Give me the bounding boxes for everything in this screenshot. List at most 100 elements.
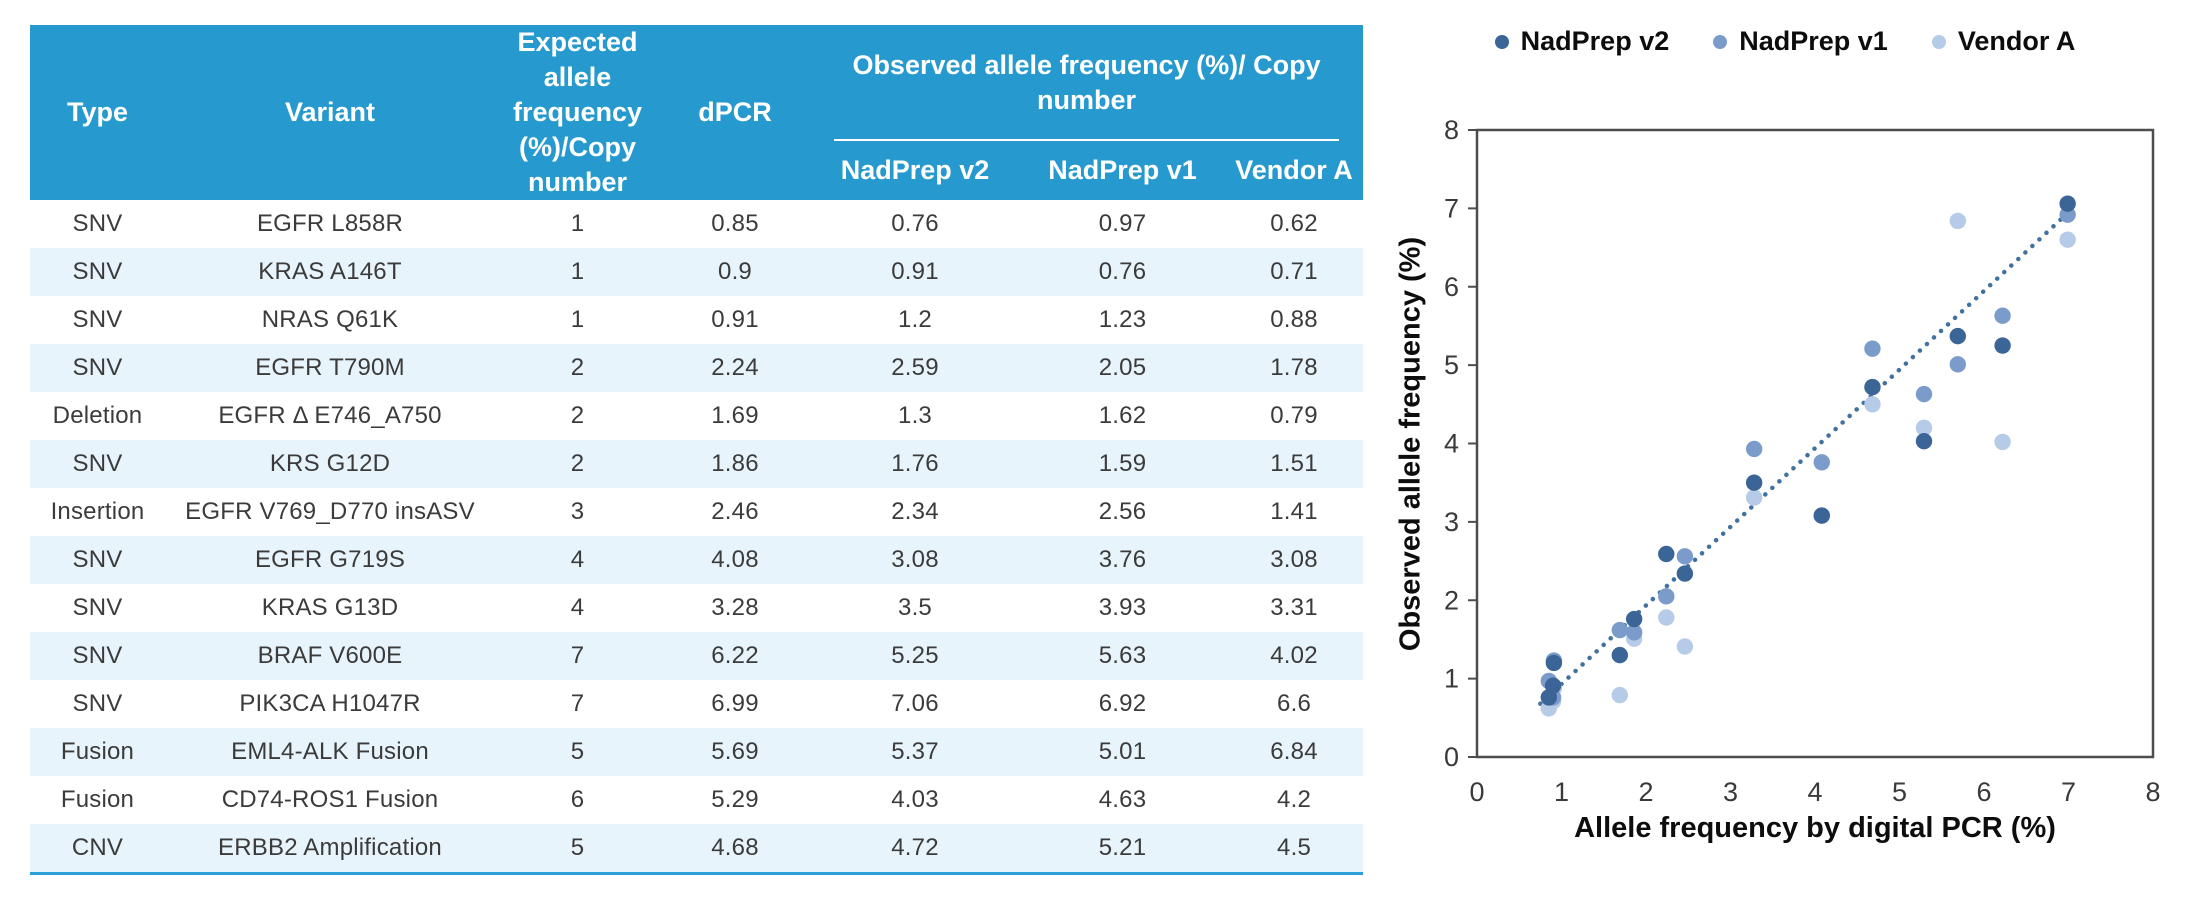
col-header-dpcr: dPCR (660, 25, 810, 201)
cell-nadprep-v2: 3.5 (898, 594, 932, 622)
y-tick-label: 8 (1444, 115, 1459, 145)
cell-nadprep-v2: 3.08 (891, 546, 939, 574)
cell-variant: NRAS Q61K (261, 306, 399, 334)
col-header-expected: Expected allele frequency (%)/Copy numbe… (495, 25, 660, 201)
cell-expected: 1 (570, 306, 585, 334)
cell-nadprep-v2: 1.2 (898, 306, 932, 334)
data-point-vendor-a (1658, 609, 1675, 626)
data-point-nadprep-v1 (1994, 307, 2011, 324)
cell-expected: 6 (570, 786, 585, 814)
cell-dpcr: 2.24 (711, 354, 759, 382)
data-point-nadprep-v2 (1658, 545, 1675, 563)
cell-nadprep-v2: 2.34 (891, 498, 939, 526)
data-point-nadprep-v2 (1544, 677, 1562, 694)
cell-nadprep-v1: 2.56 (1098, 498, 1147, 526)
cell-expected: 5 (570, 738, 585, 766)
cell-variant: PIK3CA H1047R (239, 690, 421, 718)
cell-dpcr: 6.99 (711, 690, 759, 718)
cell-type: SNV (72, 546, 123, 574)
cell-expected: 7 (570, 690, 585, 718)
y-tick-label: 2 (1444, 585, 1459, 615)
table-row: SNV EGFR G719S 4 4.08 3.08 3.76 3.08 (30, 536, 1364, 585)
data-point-nadprep-v2 (1625, 610, 1643, 628)
cell-nadprep-v1: 1.59 (1098, 450, 1147, 478)
data-point-nadprep-v2 (1745, 474, 1763, 491)
cell-type: Fusion (60, 786, 135, 814)
cell-expected: 5 (570, 834, 585, 862)
col-header-vendor-a: Vendor A (1225, 140, 1364, 201)
cell-type: SNV (72, 450, 123, 478)
cell-dpcr: 0.85 (711, 210, 759, 238)
trendline (1538, 206, 2075, 706)
cell-dpcr: 4.68 (711, 834, 759, 862)
table-row: SNV EGFR L858R 1 0.85 0.76 0.97 0.62 (30, 200, 1363, 248)
cell-dpcr: 3.28 (711, 594, 759, 622)
cell-type: Deletion (52, 402, 143, 430)
data-point-nadprep-v1 (1864, 340, 1881, 357)
data-point-vendor-a (1864, 396, 1881, 413)
cell-vendor-a: 0.88 (1270, 306, 1318, 334)
table-row: SNV BRAF V600E 7 6.22 5.25 5.63 4.02 (30, 632, 1364, 681)
cell-vendor-a: 3.31 (1270, 594, 1318, 622)
cell-nadprep-v1: 1.23 (1098, 306, 1147, 334)
data-point-nadprep-v1 (1658, 588, 1675, 605)
cell-vendor-a: 1.41 (1270, 498, 1318, 526)
data-point-nadprep-v2 (1813, 507, 1830, 524)
legend-item: NadPrep v2 (1494, 26, 1670, 57)
chart-legend: NadPrep v2 NadPrep v1 Vendor A (1385, 26, 2185, 57)
cell-dpcr: 6.22 (711, 642, 759, 670)
data-point-vendor-a (2059, 231, 2076, 248)
table-row: SNV PIK3CA H1047R 7 6.99 7.06 6.92 6.6 (30, 680, 1363, 728)
data-point-vendor-a (1915, 419, 1933, 437)
cell-variant: ERBB2 Amplification (218, 834, 442, 862)
table-row: CNV ERBB2 Amplification 5 4.68 4.72 5.21 4.5 (30, 824, 1364, 874)
cell-type: SNV (72, 690, 123, 718)
cell-nadprep-v1: 0.97 (1098, 210, 1147, 238)
cell-variant: KRAS A146T (258, 258, 402, 286)
cell-vendor-a: 0.62 (1270, 210, 1318, 238)
y-tick-label: 5 (1444, 350, 1459, 380)
scatter-plot-svg: 0 1 2 3 4 5 6 7 8 0 1 2 3 4 5 6 7 8 (1444, 115, 2161, 807)
cell-type: SNV (72, 306, 123, 334)
legend-marker-icon (1494, 34, 1509, 49)
x-tick-label: 5 (1892, 777, 1907, 807)
legend-label: NadPrep v2 (1520, 26, 1670, 56)
col-header-nadprep-v2: NadPrep v2 (810, 140, 1020, 201)
data-point-vendor-a (1676, 638, 1694, 655)
cell-nadprep-v2: 0.76 (891, 210, 939, 238)
x-tick-label: 0 (1469, 777, 1484, 807)
data-point-vendor-a (1994, 433, 2011, 451)
cell-dpcr: 2.46 (711, 498, 759, 526)
cell-nadprep-v1: 5.01 (1098, 738, 1147, 766)
cell-type: SNV (72, 210, 123, 238)
cell-expected: 2 (570, 354, 585, 382)
y-tick-label: 4 (1444, 429, 1459, 459)
cell-expected: 3 (570, 498, 585, 526)
cell-vendor-a: 6.6 (1277, 690, 1311, 718)
plot-border (1475, 128, 2155, 759)
cell-dpcr: 5.69 (711, 738, 759, 766)
cell-dpcr: 4.08 (711, 546, 759, 574)
x-tick-label: 1 (1554, 777, 1569, 807)
variant-table-container: Type Variant Expected allele frequency (… (30, 25, 1364, 876)
table-row: SNV EGFR T790M 2 2.24 2.59 2.05 1.78 (30, 344, 1364, 393)
cell-expected: 2 (570, 402, 585, 430)
cell-nadprep-v1: 3.93 (1098, 594, 1147, 622)
col-header-nadprep-v1: NadPrep v1 (1020, 140, 1225, 201)
cell-nadprep-v2: 4.03 (891, 786, 939, 814)
cell-nadprep-v1: 6.92 (1098, 690, 1147, 718)
table-row: SNV KRAS G13D 4 3.28 3.5 3.93 3.31 (30, 584, 1363, 632)
cell-nadprep-v2: 5.37 (891, 738, 939, 766)
table-row: Deletion EGFR Δ E746_A750 2 1.69 1.3 1.62 0.79 (30, 392, 1363, 440)
y-tick-label: 1 (1444, 664, 1459, 694)
cell-type: Insertion (50, 498, 145, 526)
cell-dpcr: 0.9 (718, 258, 752, 286)
data-point-nadprep-v2 (1994, 337, 2011, 354)
data-point-vendor-a (1745, 489, 1763, 506)
data-point-nadprep-v2 (1949, 327, 1967, 345)
cell-expected: 7 (570, 642, 585, 670)
cell-nadprep-v2: 7.06 (891, 690, 939, 718)
legend-item: NadPrep v1 (1713, 26, 1888, 57)
cell-nadprep-v1: 0.76 (1098, 258, 1147, 286)
table-row: SNV KRAS A146T 1 0.9 0.91 0.76 0.71 (30, 248, 1364, 297)
